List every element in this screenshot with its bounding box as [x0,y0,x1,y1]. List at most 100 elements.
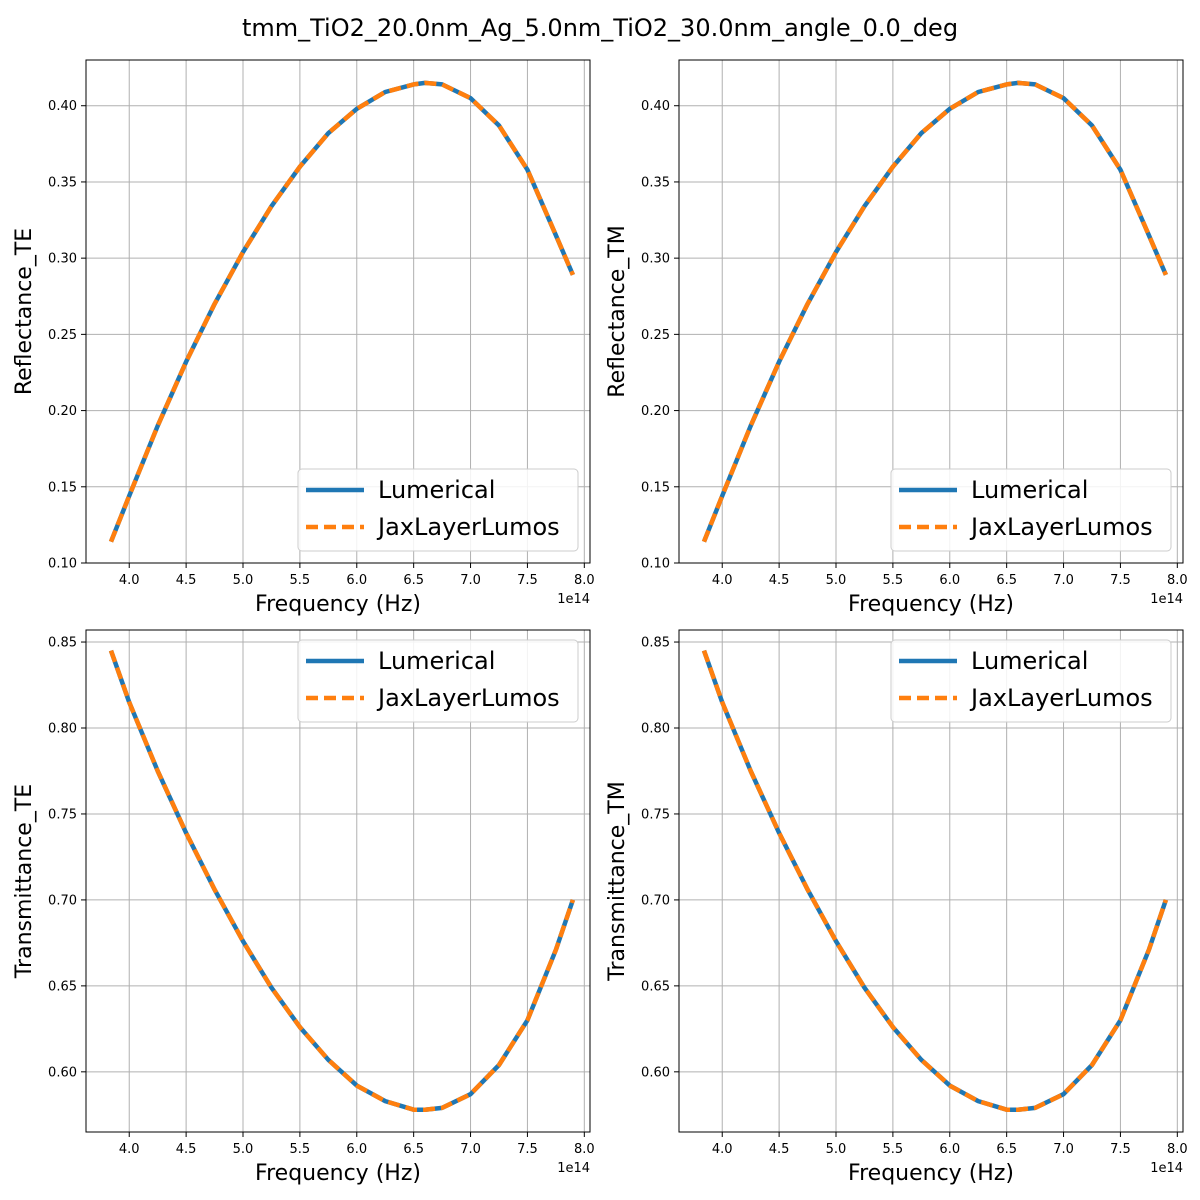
x-axis-label: Frequency (Hz) [255,592,421,617]
x-tick-label: 4.5 [769,573,790,588]
y-tick-label: 0.10 [641,557,670,572]
figure-title: tmm_TiO2_20.0nm_Ag_5.0nm_TiO2_30.0nm_ang… [241,14,959,42]
x-tick-label: 4.0 [119,573,140,588]
x-tick-label: 8.0 [574,573,595,588]
axes-frame [85,59,591,564]
x-tick-label: 7.5 [517,1142,538,1157]
legend-label-jaxlayerlumos: JaxLayerLumos [376,513,560,541]
legend: Lumerical JaxLayerLumos [297,468,579,552]
x-tick-label: 5.5 [290,573,311,588]
legend: Lumerical JaxLayerLumos [890,639,1172,723]
series-line-jaxlayerlumos [701,649,1169,1112]
y-tick-label: 0.60 [48,1065,77,1080]
x-axis-label: Frequency (Hz) [848,1161,1014,1186]
legend-box [297,468,579,552]
y-tick-label: 0.30 [641,252,670,267]
y-tick-label: 0.35 [48,175,77,190]
x-tick-label: 5.0 [826,573,847,588]
x-tick-label: 7.0 [460,573,481,588]
x-tick-label: 5.5 [290,1142,311,1157]
y-tick-label: 0.80 [48,721,77,736]
y-tick-label: 0.75 [48,807,77,822]
legend-label-jaxlayerlumos: JaxLayerLumos [969,684,1153,712]
legend-label-lumerical: Lumerical [378,476,495,504]
subplot-4: 4.0 4.5 5.0 5.5 6.0 6.5 7.0 7.5 8.0 0.60 0.65 0.70 0… [605,629,1188,1186]
x-tick-label: 7.0 [1053,1142,1074,1157]
legend-label-jaxlayerlumos: JaxLayerLumos [969,513,1153,541]
x-tick-label: 6.5 [403,573,424,588]
y-axis-label: Transmittance_TE [12,784,37,979]
y-axis-label: Reflectance_TE [12,228,37,395]
y-tick-label: 0.35 [641,175,670,190]
legend: Lumerical JaxLayerLumos [297,639,579,723]
y-tick-label: 0.70 [48,893,77,908]
x-tick-label: 5.5 [883,1142,904,1157]
y-tick-label: 0.10 [48,557,77,572]
x-tick-label: 4.0 [119,1142,140,1157]
x-tick-label: 6.5 [996,1142,1017,1157]
y-tick-label: 0.65 [641,979,670,994]
y-tick-label: 0.85 [48,636,77,651]
y-tick-label: 0.20 [641,404,670,419]
legend-label-lumerical: Lumerical [378,647,495,675]
x-tick-label: 4.5 [769,1142,790,1157]
x-axis-label: Frequency (Hz) [848,592,1014,617]
legend-box [297,639,579,723]
x-axis-multiplier: 1e14 [557,592,590,607]
series-line-lumerical [701,80,1168,543]
y-tick-label: 0.40 [641,99,670,114]
x-tick-label: 5.0 [826,1142,847,1157]
series-line-lumerical [108,80,575,543]
axes-frame [678,629,1184,1133]
legend-box [890,639,1172,723]
y-tick-label: 0.25 [48,328,77,343]
x-axis-multiplier: 1e14 [1150,1161,1183,1176]
legend-box [890,468,1172,552]
series-line-jaxlayerlumos [108,649,576,1112]
y-axis-label: Reflectance_TM [605,225,630,397]
y-tick-label: 0.65 [48,979,77,994]
subplot-3: 4.0 4.5 5.0 5.5 6.0 6.5 7.0 7.5 8.0 0.60 0.65 0.70 0… [12,629,595,1186]
x-tick-label: 7.0 [1053,573,1074,588]
y-tick-label: 0.75 [641,807,670,822]
x-tick-label: 5.0 [233,1142,254,1157]
x-axis-multiplier: 1e14 [1150,592,1183,607]
x-tick-label: 6.0 [346,573,367,588]
y-tick-label: 0.15 [641,480,670,495]
x-tick-label: 7.5 [1110,573,1131,588]
y-tick-label: 0.60 [641,1065,670,1080]
x-tick-label: 8.0 [1167,1142,1188,1157]
x-tick-label: 7.5 [517,573,538,588]
axes-frame [85,629,591,1133]
x-tick-label: 6.0 [346,1142,367,1157]
y-tick-label: 0.30 [48,252,77,267]
y-tick-label: 0.15 [48,480,77,495]
legend-label-jaxlayerlumos: JaxLayerLumos [376,684,560,712]
x-tick-label: 4.5 [176,573,197,588]
legend-label-lumerical: Lumerical [971,476,1088,504]
x-tick-label: 4.0 [712,573,733,588]
y-tick-label: 0.85 [641,636,670,651]
axes-frame [678,59,1184,564]
x-tick-label: 8.0 [1167,573,1188,588]
y-tick-label: 0.20 [48,404,77,419]
x-tick-label: 6.5 [403,1142,424,1157]
x-tick-label: 7.0 [460,1142,481,1157]
x-tick-label: 5.5 [883,573,904,588]
x-tick-label: 5.0 [233,573,254,588]
x-tick-label: 8.0 [574,1142,595,1157]
x-tick-label: 6.0 [939,573,960,588]
x-tick-label: 4.5 [176,1142,197,1157]
y-tick-label: 0.80 [641,721,670,736]
x-tick-label: 6.5 [996,573,1017,588]
subplot-1: 4.0 4.5 5.0 5.5 6.0 6.5 7.0 7.5 8.0 0.10 0.15 0.20 0… [12,59,595,617]
legend-label-lumerical: Lumerical [971,647,1088,675]
x-tick-label: 4.0 [712,1142,733,1157]
y-tick-label: 0.40 [48,99,77,114]
x-axis-multiplier: 1e14 [557,1161,590,1176]
y-tick-label: 0.25 [641,328,670,343]
x-axis-label: Frequency (Hz) [255,1161,421,1186]
x-tick-label: 7.5 [1110,1142,1131,1157]
x-tick-label: 6.0 [939,1142,960,1157]
